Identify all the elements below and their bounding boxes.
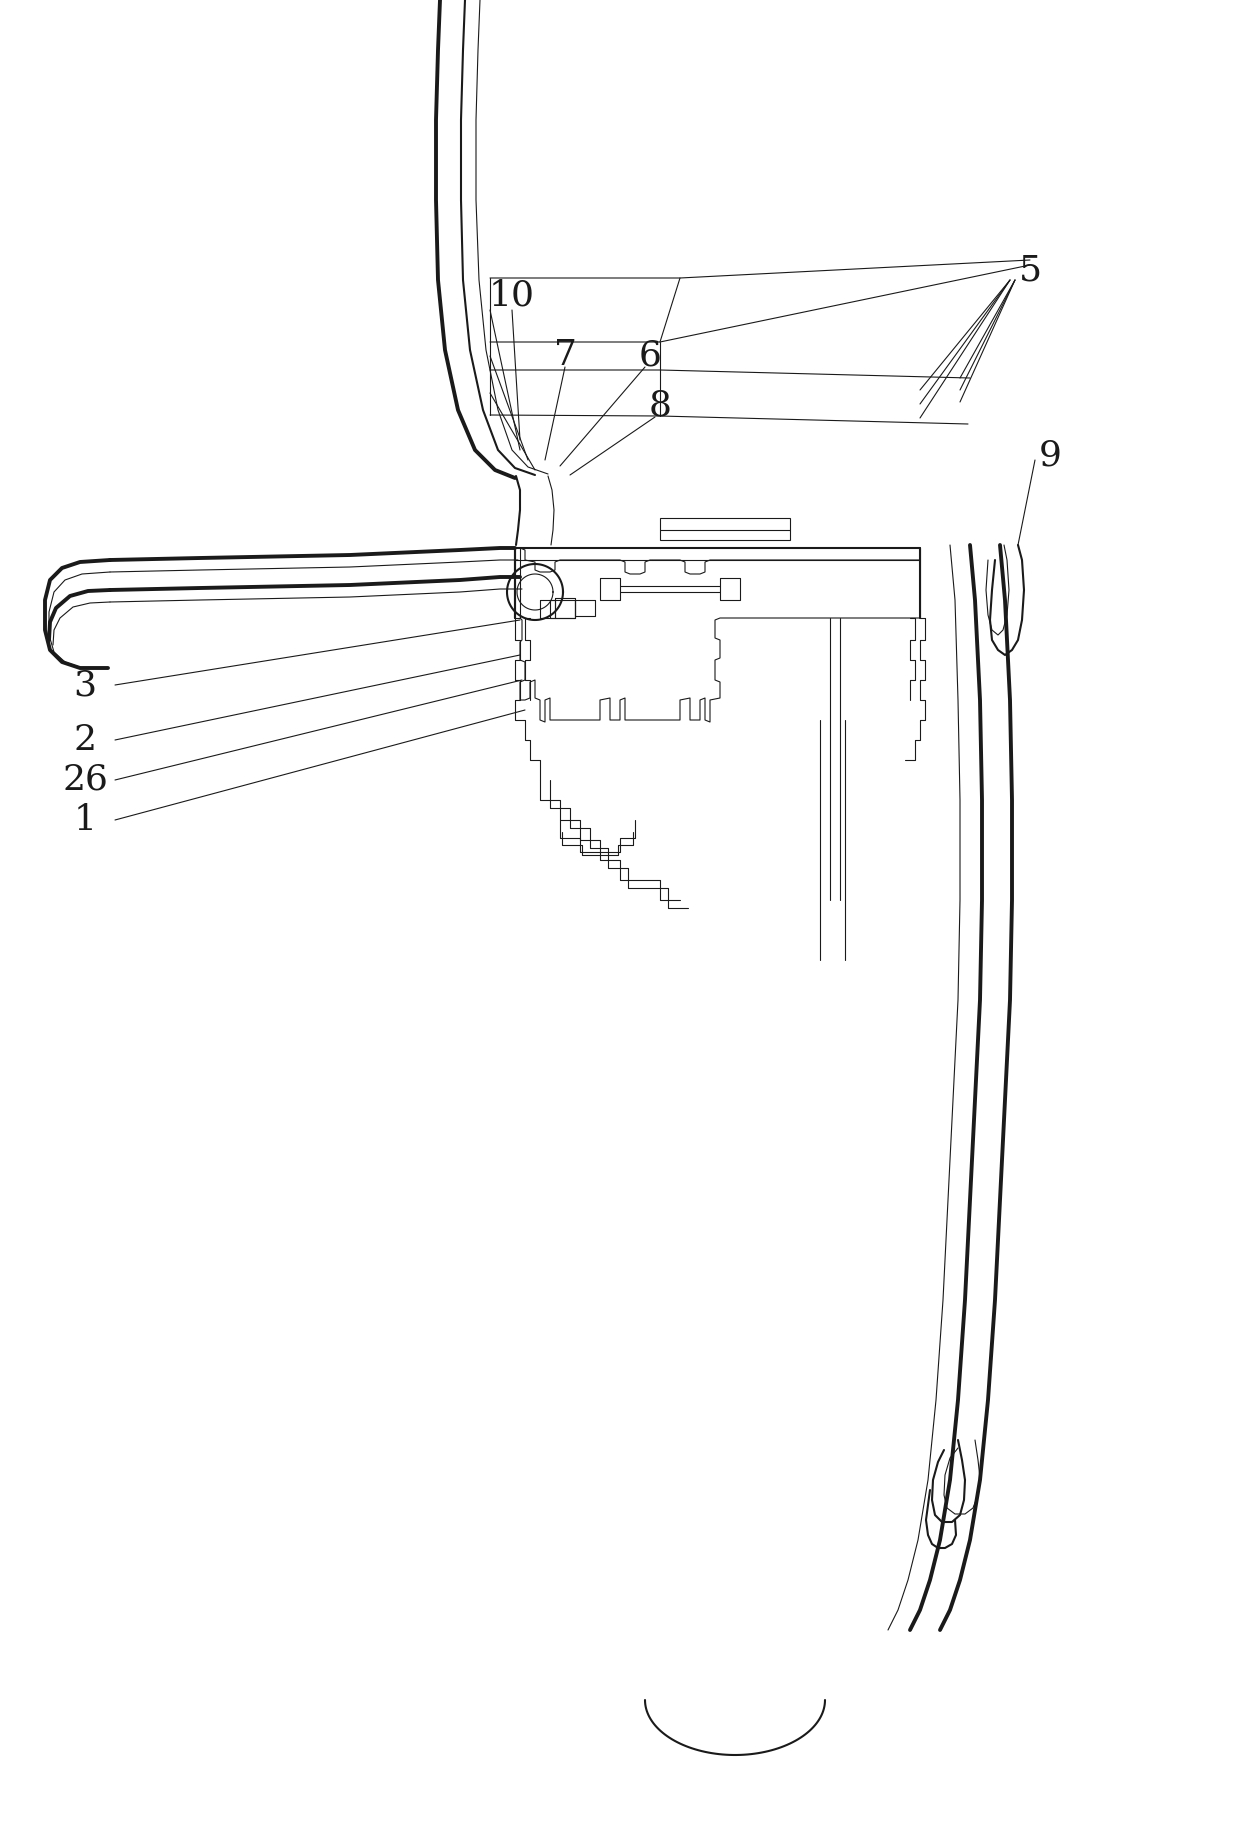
Text: 5: 5: [1018, 254, 1042, 287]
Text: 1: 1: [73, 803, 97, 838]
Text: 9: 9: [1039, 438, 1061, 473]
Text: 3: 3: [73, 668, 97, 703]
Text: 7: 7: [553, 338, 577, 372]
Text: 26: 26: [62, 763, 108, 798]
Text: 6: 6: [639, 338, 661, 372]
Text: 2: 2: [73, 723, 97, 757]
Bar: [551, 600, 575, 619]
Bar: [660, 518, 790, 540]
Text: 8: 8: [649, 389, 672, 422]
Text: 10: 10: [489, 277, 534, 312]
